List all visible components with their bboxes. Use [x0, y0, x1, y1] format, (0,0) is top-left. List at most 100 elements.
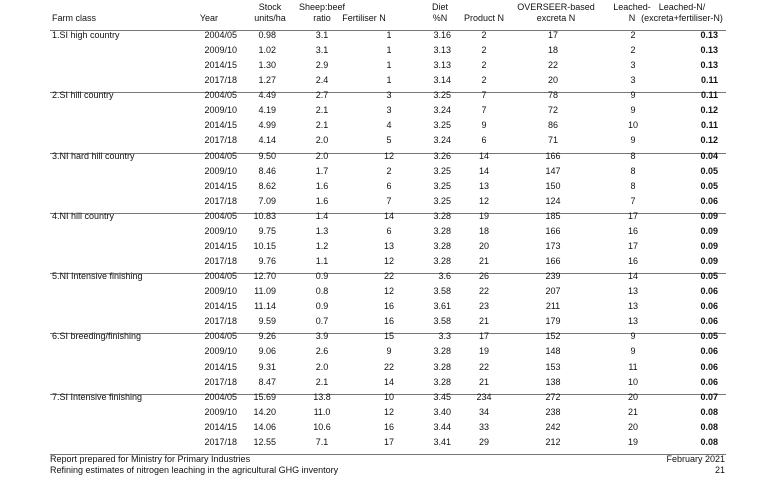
cell: 13	[627, 316, 639, 327]
cell: 16	[627, 225, 639, 236]
cell: 0.07	[700, 391, 718, 402]
cell: 3.41	[433, 436, 451, 447]
cell: 10	[383, 391, 395, 402]
cell: 0.09	[700, 210, 718, 221]
cell: 3.13	[433, 60, 451, 71]
cell: 19	[478, 346, 490, 357]
cell: 3.28	[433, 346, 451, 357]
cell: 2009/10	[204, 286, 237, 297]
cell: 2.7	[315, 90, 329, 101]
cell: 3.58	[433, 316, 451, 327]
column-header: units/ha	[254, 13, 286, 23]
farm-class: 1.SI high country	[52, 30, 120, 40]
cell: 2009/10	[204, 45, 237, 56]
cell: 0.11	[700, 75, 718, 86]
cell: 17	[383, 436, 395, 447]
cell: 9	[481, 120, 487, 131]
group-rule	[50, 212, 726, 214]
cell: 3.24	[433, 135, 451, 146]
cell: 22	[383, 271, 395, 282]
cell: 1.6	[315, 180, 329, 191]
cell: 9.59	[258, 316, 276, 327]
cell: 2014/15	[204, 361, 237, 372]
cell: 2014/15	[204, 240, 237, 251]
cell: 6	[481, 135, 487, 146]
column-header: %N	[432, 13, 448, 23]
cell: 34	[478, 406, 490, 417]
cell: 3.28	[433, 240, 451, 251]
cell: 3.1	[315, 45, 329, 56]
cell: 152	[545, 331, 561, 342]
cell: 6	[386, 180, 392, 191]
cell: 20	[627, 391, 639, 402]
cell: 15	[383, 331, 395, 342]
cell: 242	[545, 421, 561, 432]
cell: 9.06	[258, 346, 276, 357]
cell: 3	[386, 90, 392, 101]
cell: 7	[481, 90, 487, 101]
cell: 16	[383, 316, 395, 327]
cell: 0.7	[315, 316, 329, 327]
column-header: Year	[199, 13, 218, 23]
column-header: Sheep:beef	[298, 2, 346, 12]
cell: 3.44	[433, 421, 451, 432]
cell: 148	[545, 346, 561, 357]
cell: 2	[481, 45, 487, 56]
cell: 0.13	[700, 60, 718, 71]
cell: 238	[545, 406, 561, 417]
cell: 8	[630, 165, 636, 176]
cell: 5	[386, 135, 392, 146]
cell: 3.25	[433, 180, 451, 191]
cell: 2004/05	[204, 30, 237, 40]
cell: 2	[386, 165, 392, 176]
cell: 166	[545, 225, 561, 236]
cell: 13	[627, 301, 639, 312]
cell: 1	[386, 60, 392, 71]
cell: 2009/10	[204, 346, 237, 357]
cell: 1.27	[258, 75, 276, 86]
cell: 0.06	[700, 376, 718, 387]
cell: 7.09	[258, 195, 276, 206]
cell: 2004/05	[204, 331, 237, 342]
cell: 9	[630, 331, 636, 342]
cell: 20	[627, 421, 639, 432]
cell: 4.14	[258, 135, 276, 146]
cell: 153	[545, 361, 561, 372]
cell: 3.14	[433, 75, 451, 86]
cell: 17	[478, 331, 490, 342]
column-header: Diet	[431, 2, 449, 12]
cell: 21	[627, 406, 639, 417]
cell: 1	[386, 75, 392, 86]
cell: 9.31	[258, 361, 276, 372]
group-rule	[50, 333, 726, 335]
cell: 0.13	[700, 45, 718, 56]
cell: 3.26	[433, 150, 451, 161]
cell: 3.6	[438, 271, 451, 282]
cell: 2014/15	[204, 421, 237, 432]
cell: 9	[630, 135, 636, 146]
cell: 2	[481, 75, 487, 86]
cell: 3.45	[433, 391, 451, 402]
cell: 185	[545, 210, 561, 221]
cell: 11.14	[254, 301, 276, 312]
cell: 2.1	[315, 120, 329, 131]
cell: 0.04	[700, 150, 718, 161]
cell: 0.8	[315, 286, 329, 297]
cell: 22	[478, 361, 490, 372]
cell: 29	[478, 436, 490, 447]
column-header: Leached-N/	[658, 2, 706, 12]
cell: 0.08	[700, 436, 718, 447]
cell: 22	[478, 286, 490, 297]
cell: 20	[547, 75, 559, 86]
column-header: N	[628, 13, 636, 23]
cell: 16	[383, 301, 395, 312]
column-header: Product N	[463, 13, 505, 23]
cell: 4.19	[258, 105, 276, 116]
cell: 3.61	[433, 301, 451, 312]
cell: 14	[383, 376, 395, 387]
cell: 19	[627, 436, 639, 447]
cell: 0.05	[700, 271, 718, 282]
cell: 3.28	[433, 225, 451, 236]
page-number: 21	[714, 465, 725, 475]
cell: 3.28	[433, 376, 451, 387]
